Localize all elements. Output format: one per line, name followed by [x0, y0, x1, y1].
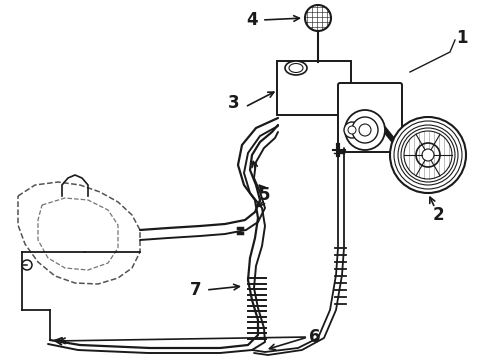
Text: 2: 2	[432, 206, 444, 224]
Circle shape	[345, 110, 385, 150]
Circle shape	[398, 125, 458, 185]
Circle shape	[422, 149, 434, 161]
Circle shape	[344, 122, 360, 138]
Text: 4: 4	[246, 11, 258, 29]
Circle shape	[404, 131, 452, 179]
Text: 1: 1	[456, 29, 468, 47]
Circle shape	[401, 128, 455, 182]
Text: 5: 5	[259, 186, 271, 204]
Circle shape	[305, 5, 331, 31]
Circle shape	[416, 143, 440, 167]
Ellipse shape	[285, 61, 307, 75]
Text: 7: 7	[190, 281, 202, 299]
Circle shape	[22, 260, 32, 270]
Circle shape	[352, 117, 378, 143]
Circle shape	[394, 121, 462, 189]
Circle shape	[348, 126, 356, 134]
Ellipse shape	[289, 63, 303, 72]
Text: 3: 3	[228, 94, 240, 112]
FancyBboxPatch shape	[277, 61, 351, 115]
Text: 6: 6	[309, 328, 321, 346]
Circle shape	[390, 117, 466, 193]
FancyBboxPatch shape	[338, 83, 402, 152]
Circle shape	[359, 124, 371, 136]
